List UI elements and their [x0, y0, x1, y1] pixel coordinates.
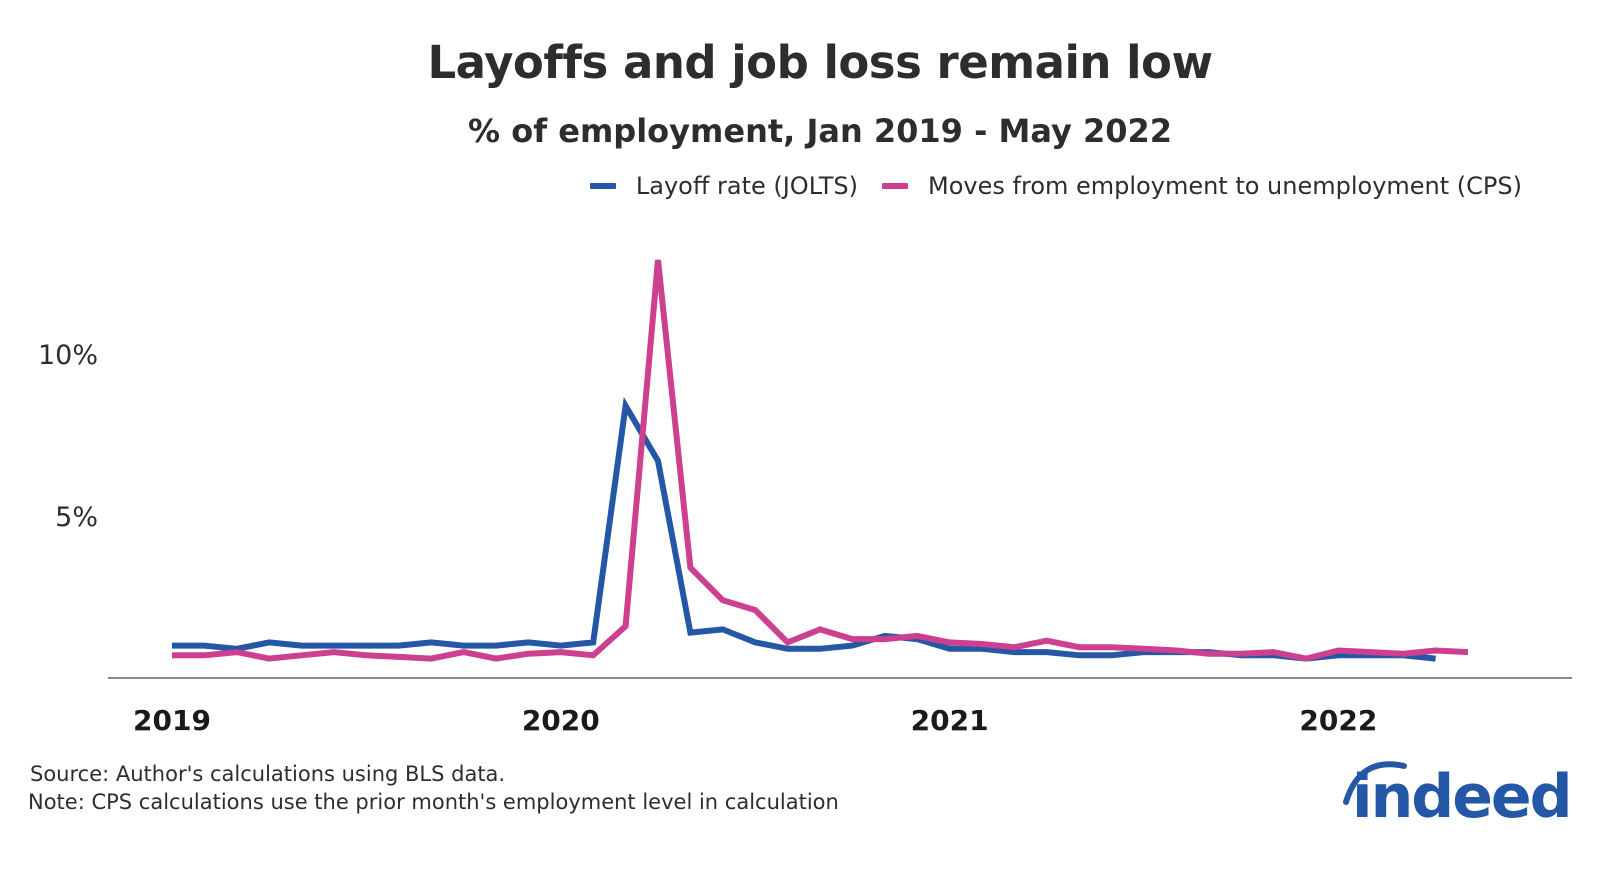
logo-wordmark: indeed	[1352, 762, 1573, 832]
series-line-cps	[172, 259, 1469, 662]
x-tick-label: 2019	[133, 704, 211, 737]
legend-swatch-jolts	[589, 183, 616, 189]
chart-legend: Layoff rate (JOLTS) Moves from employmen…	[566, 172, 1522, 200]
indeed-logo: indeed	[1338, 760, 1573, 840]
legend-item-jolts: Layoff rate (JOLTS)	[589, 172, 859, 200]
chart-subtitle: % of employment, Jan 2019 - May 2022	[468, 112, 1172, 150]
methodology-note: Note: CPS calculations use the prior mon…	[28, 790, 839, 814]
x-tick-label: 2020	[522, 704, 600, 737]
y-tick-label: 5%	[55, 502, 98, 533]
y-tick-label: 10%	[38, 340, 98, 371]
legend-swatch-cps	[882, 183, 909, 189]
logo-arc-icon	[1343, 761, 1407, 805]
legend-label-jolts: Layoff rate (JOLTS)	[635, 172, 859, 200]
chart-title: Layoffs and job loss remain low	[427, 36, 1213, 89]
x-tick-label: 2022	[1299, 704, 1377, 737]
x-tick-label: 2021	[911, 704, 989, 737]
legend-item-cps: Moves from employment to unemployment (C…	[882, 172, 1522, 200]
legend-label-cps: Moves from employment to unemployment (C…	[928, 172, 1522, 200]
source-note: Source: Author's calculations using BLS …	[30, 762, 506, 786]
series-line-jolts	[172, 396, 1436, 662]
